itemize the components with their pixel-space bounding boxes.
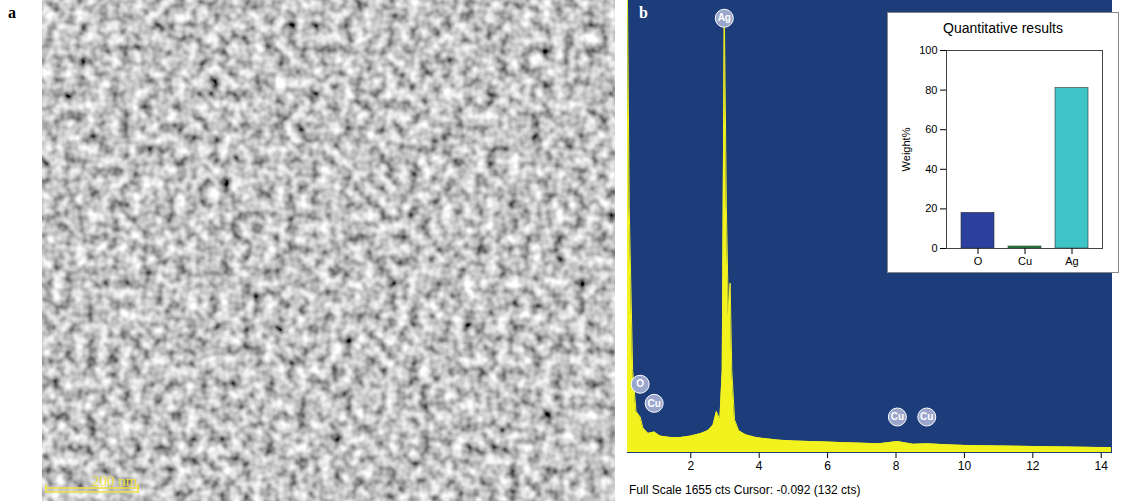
svg-text:Cu: Cu [920,411,933,422]
svg-text:4: 4 [756,459,763,473]
svg-text:O: O [636,378,644,389]
svg-text:80: 80 [925,84,937,96]
svg-text:2: 2 [687,459,694,473]
svg-text:20: 20 [925,202,937,214]
svg-text:8: 8 [893,459,900,473]
svg-text:6: 6 [824,459,831,473]
svg-text:Weight%: Weight% [900,127,912,171]
svg-text:Cu: Cu [891,411,904,422]
html-text:b: b [639,4,648,21]
svg-text:Ag: Ag [718,12,731,23]
svg-text:O: O [974,255,983,267]
html-text:a: a [8,4,16,21]
svg-text:0: 0 [931,242,937,254]
svg-text:14: 14 [1095,459,1109,473]
svg-text:100: 100 [919,44,937,56]
svg-text:12: 12 [1026,459,1040,473]
html-text:Quantitative results: Quantitative results [943,20,1063,36]
svg-text:Cu: Cu [648,398,661,409]
svg-text:Ag: Ag [1065,255,1078,267]
svg-text:200 nm: 200 nm [92,473,138,489]
svg-text:60: 60 [925,123,937,135]
svg-text:Cu: Cu [1018,255,1032,267]
svg-text:40: 40 [925,163,937,175]
html-text:Full Scale 1655 cts Cursor: -0: Full Scale 1655 cts Cursor: -0.092 (132 … [629,483,861,497]
svg-text:10: 10 [958,459,972,473]
